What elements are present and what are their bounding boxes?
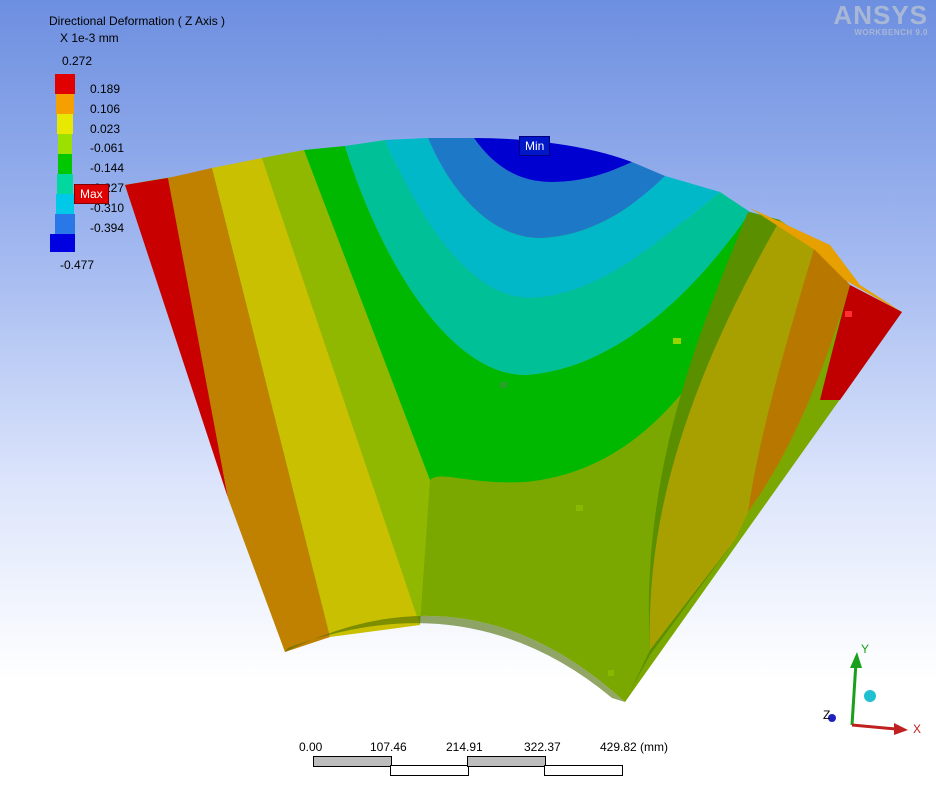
legend-level: -0.310 [90, 201, 125, 215]
legend-units: X 1e-3 mm [60, 31, 119, 45]
scale-tick-label: 0.00 [299, 740, 323, 754]
triad-origin-sphere [864, 690, 876, 702]
z-axis-dot [828, 714, 836, 722]
scale-segment [313, 756, 392, 767]
scale-tick-label: 322.37 [524, 740, 561, 754]
y-axis-arrow [850, 661, 858, 726]
contour-band-yellow-right [649, 220, 815, 650]
x-axis-arrowhead [894, 723, 908, 735]
scale-tick-label: 107.46 [370, 740, 407, 754]
legend-swatch [50, 234, 75, 252]
contour-band-blue-min [474, 138, 632, 182]
legend-swatch [55, 74, 75, 94]
max-probe-tag[interactable]: Max [74, 184, 109, 204]
triad-z-label: Z [823, 708, 831, 722]
legend-swatch [57, 174, 73, 194]
y-axis-arrowhead [850, 652, 862, 668]
legend-level: -0.144 [90, 161, 125, 175]
legend-level: 0.023 [90, 122, 121, 136]
legend-level: -0.394 [90, 221, 125, 235]
scale-segment [467, 756, 546, 767]
contour-band-red-right [820, 285, 902, 400]
legend-swatch [56, 94, 74, 114]
x-axis-arrow [851, 723, 897, 731]
ansys-logo: ANSYS WORKBENCH 9.0 [833, 2, 928, 38]
legend-level: 0.106 [90, 102, 121, 116]
legend-level: -0.061 [90, 141, 125, 155]
model-inner-face [285, 615, 625, 702]
contour-band-teal [345, 140, 750, 375]
legend-swatch [56, 194, 74, 214]
contour-band-lightgreen-left [262, 150, 430, 625]
axis-triad[interactable] [828, 652, 908, 735]
logo-version: WORKBENCH 9.0 [854, 28, 928, 37]
model-top-edge-right [750, 208, 902, 312]
legend-title: Directional Deformation ( Z Axis ) [49, 14, 226, 28]
scale-segment [544, 765, 623, 776]
legend-swatch [57, 114, 73, 134]
scale-segment [390, 765, 469, 776]
contour-band-red-left [125, 178, 228, 498]
legend-max-value: 0.272 [62, 54, 93, 68]
contour-band-lightblue [428, 138, 665, 238]
probe-marker [845, 311, 852, 317]
probe-marker [500, 382, 507, 388]
logo-name: ANSYS [833, 0, 928, 30]
probe-marker [576, 505, 583, 511]
scale-tick-label: 214.91 [446, 740, 483, 754]
contour-band-orange-right [748, 245, 850, 512]
deformation-model [125, 138, 902, 703]
scale-tick-label: 429.82 (mm) [600, 740, 669, 754]
probe-marker [608, 670, 614, 676]
legend-swatch [58, 134, 72, 154]
triad-x-label: X [913, 722, 922, 736]
probe-marker [673, 338, 681, 344]
legend-min-value: -0.477 [60, 258, 95, 272]
contour-band-cyan [385, 138, 720, 298]
legend-swatch [55, 214, 75, 234]
min-probe-tag[interactable]: Min [519, 136, 551, 156]
contour-band-yellow-left [212, 158, 420, 637]
legend-level: 0.189 [90, 82, 121, 96]
contour-band-orange-left [168, 168, 330, 652]
contour-band-green [304, 146, 780, 483]
legend-swatch [58, 154, 72, 174]
triad-y-label: Y [861, 642, 870, 656]
